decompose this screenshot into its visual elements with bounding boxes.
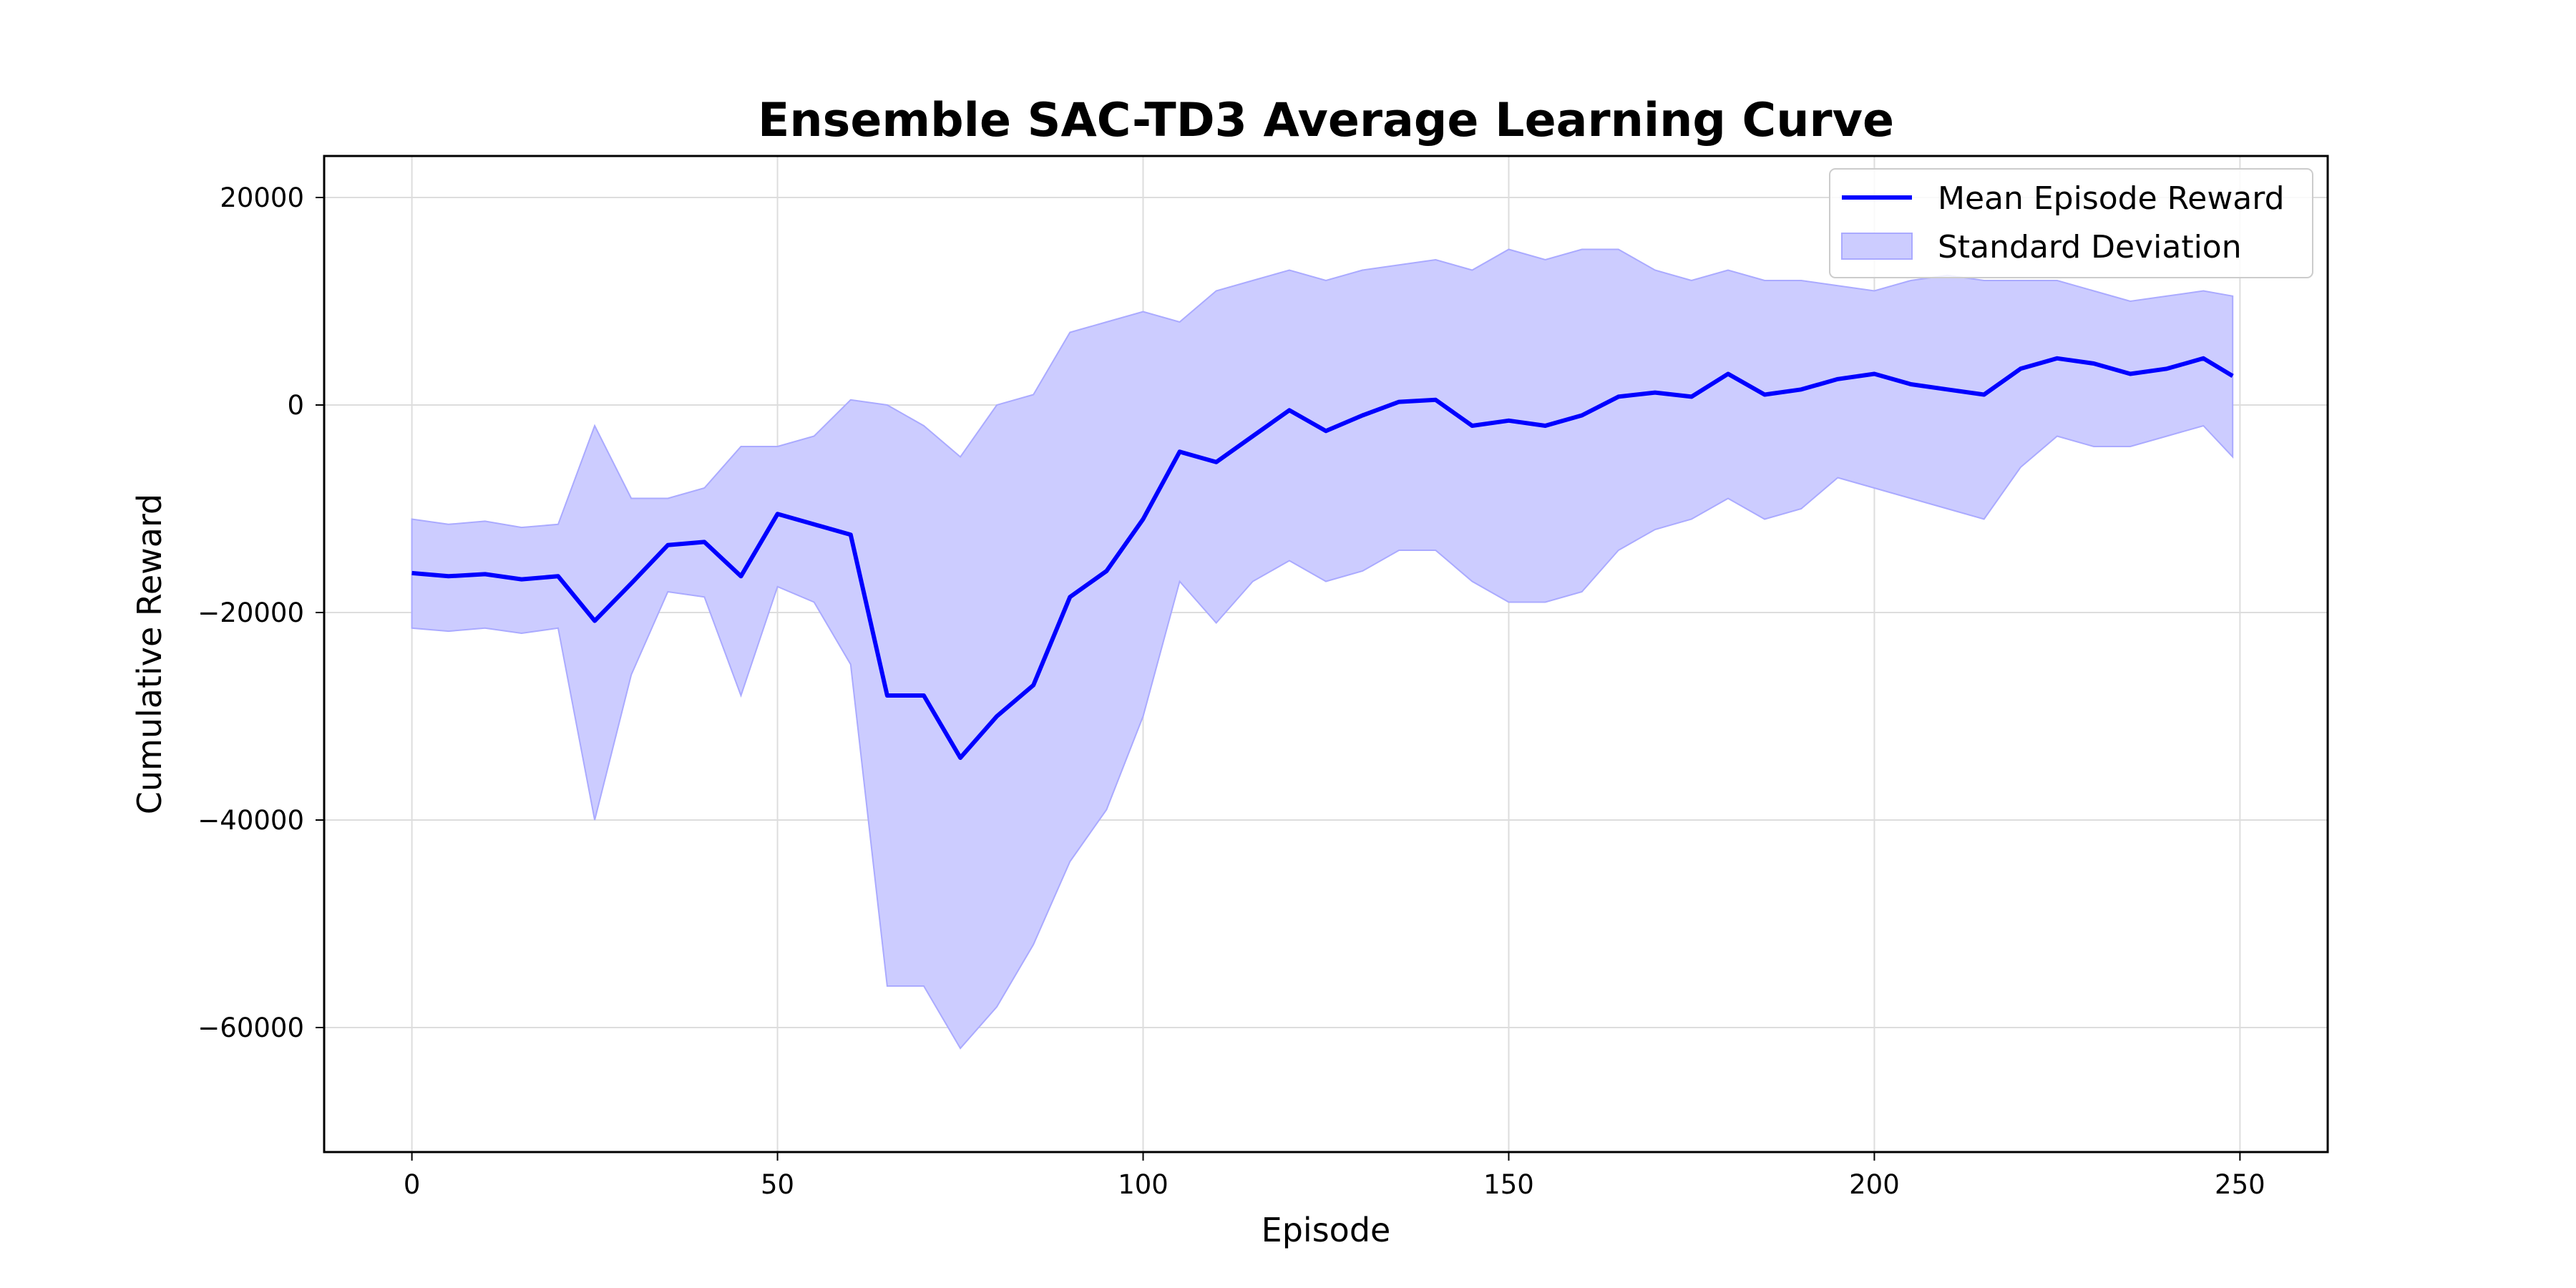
legend-band-swatch <box>1841 233 1913 260</box>
legend-mean-label: Mean Episode Reward <box>1938 180 2285 217</box>
y-tick-label: −20000 <box>197 597 304 628</box>
plot-frame <box>323 155 2329 1153</box>
chart-title: Ensemble SAC-TD3 Average Learning Curve <box>758 94 1894 147</box>
x-tick-label: 0 <box>404 1169 421 1200</box>
legend-std-label: Standard Deviation <box>1938 229 2242 265</box>
mean-reward-line <box>411 356 2234 760</box>
axis-ticks: 0 50 100 150 200 250 −60000 −40000 −20000 0 20000 <box>197 182 2265 1200</box>
y-tick-label: 20000 <box>220 182 304 213</box>
x-tick-label: 50 <box>761 1169 794 1200</box>
std-band-layer <box>411 248 2234 1050</box>
y-tick-label: −60000 <box>197 1013 304 1043</box>
y-axis-label: Cumulative Reward <box>130 494 169 814</box>
x-tick-label: 100 <box>1118 1169 1169 1200</box>
mean-line-layer <box>411 356 2234 760</box>
x-tick-label: 200 <box>1849 1169 1900 1200</box>
legend-box <box>1829 168 2313 278</box>
legend: Mean Episode Reward Standard Deviation <box>1829 168 2313 278</box>
x-tick-label: 150 <box>1483 1169 1534 1200</box>
y-tick-label: −40000 <box>197 805 304 836</box>
x-tick-label: 250 <box>2215 1169 2265 1200</box>
std-deviation-band <box>411 248 2234 1050</box>
x-axis-label: Episode <box>1262 1211 1391 1249</box>
y-tick-label: 0 <box>287 390 304 421</box>
